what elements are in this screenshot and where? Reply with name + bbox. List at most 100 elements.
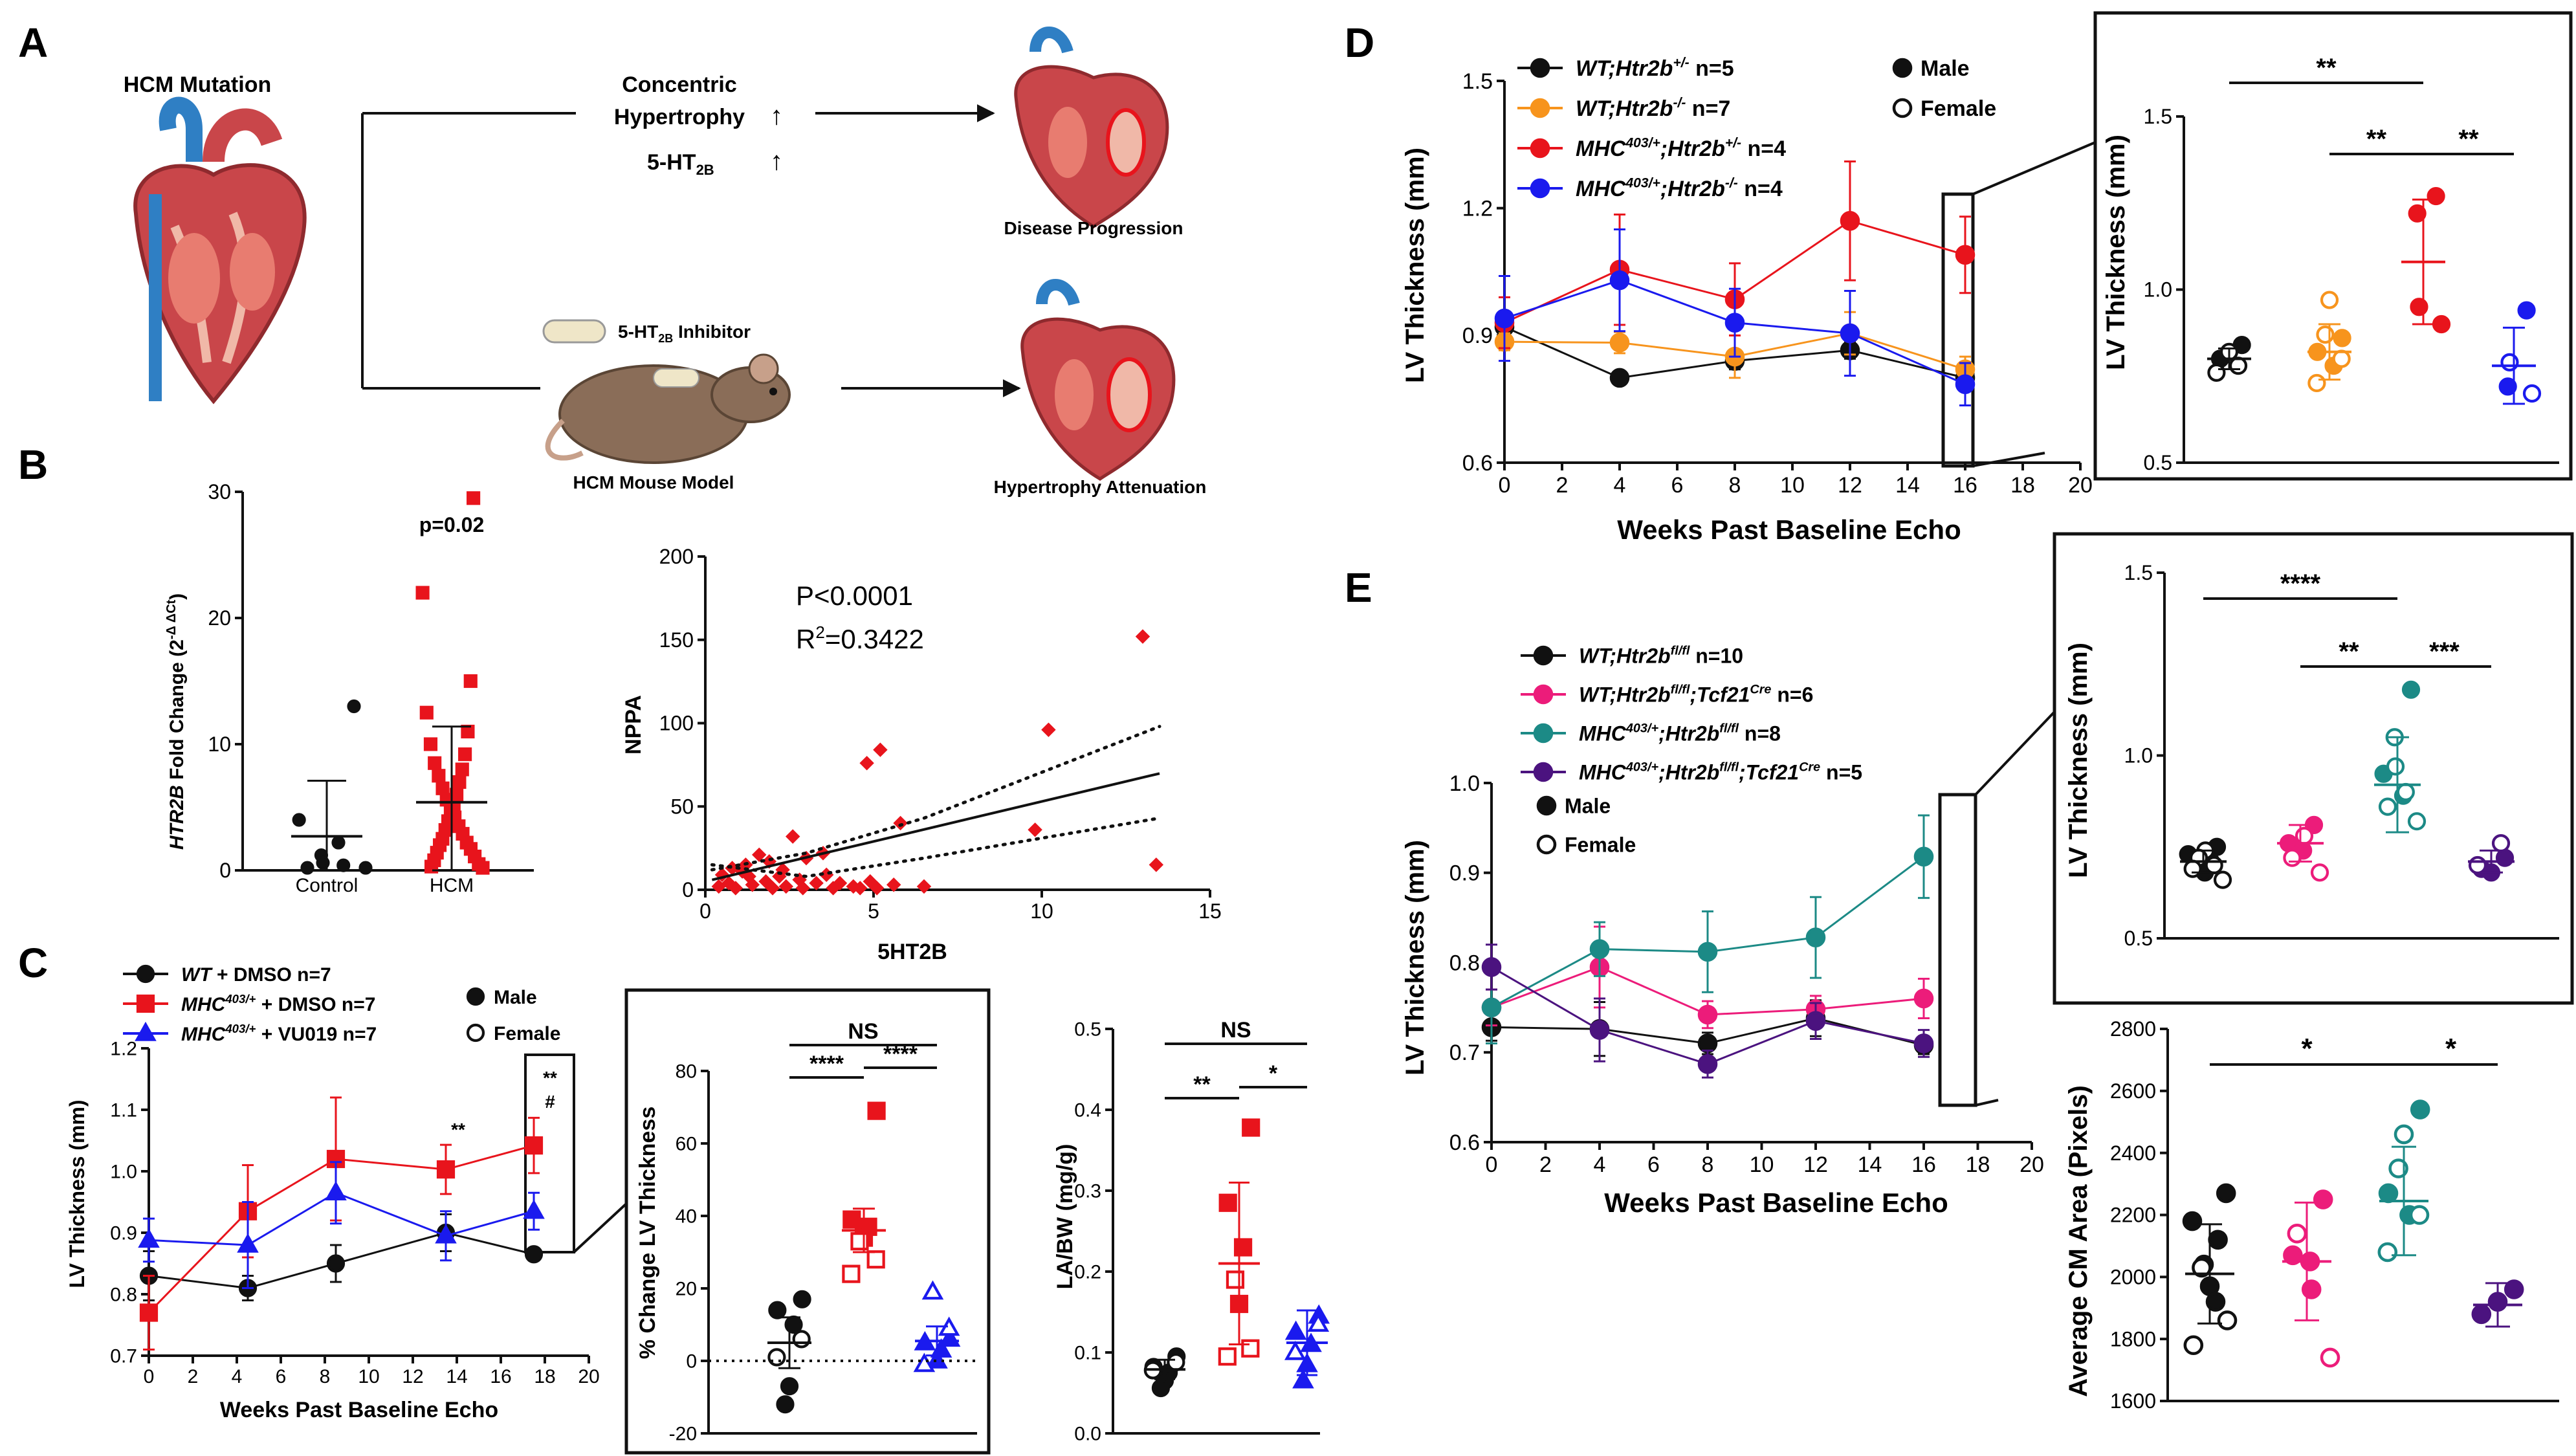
e3-sig-bracket-label: *: [2445, 1033, 2457, 1064]
d2-sig-bracket-label: **: [2458, 125, 2479, 153]
c2-frame: [624, 988, 991, 1455]
c2-point: [842, 1210, 861, 1229]
c1-point: [523, 1199, 545, 1219]
d2-point: [2316, 325, 2335, 344]
c2-sig-bracket-label: ****: [883, 1042, 918, 1066]
d1-point: [1955, 374, 1976, 394]
c2-ytick-label: 0: [686, 1351, 697, 1373]
e2-point: [2213, 870, 2232, 889]
b1-point: [467, 491, 481, 505]
c1-ytick-label: 0.9: [110, 1223, 137, 1244]
e1-xlabel: Weeks Past Baseline Echo: [1604, 1187, 1948, 1218]
c1-sig-wk17: **: [543, 1068, 557, 1088]
b2-point: [758, 874, 773, 889]
b2-ytick-label: 0: [682, 878, 694, 901]
disease-progression-label: Disease Progression: [1004, 218, 1183, 238]
b1-point: [347, 699, 361, 714]
e1-legend-male: Male: [1565, 795, 1611, 818]
c1-xlabel: Weeks Past Baseline Echo: [220, 1398, 498, 1422]
e1-point: [1481, 997, 1502, 1018]
e3-point: [2378, 1183, 2399, 1204]
attenuation-label: Hypertrophy Attenuation: [994, 477, 1207, 497]
c1-point: [237, 1233, 259, 1253]
d1-ytick-label: 1.5: [1462, 69, 1493, 94]
e1-highlight-box: [1938, 793, 1977, 1107]
b2-ci-lower: [710, 816, 1161, 878]
d2-sig-bracket-label: **: [2316, 54, 2337, 82]
concentric-label-l1: Concentric: [622, 72, 737, 97]
chart-e2-lv-zoom: LV Thickness (mm) 0.51.01.5 ****** ***: [2053, 532, 2574, 1005]
e1-legend-label: MHC403/+;Htr2bfl/fl n=8: [1579, 722, 1781, 745]
b1-point: [463, 674, 478, 689]
heart-illustration-large: [133, 96, 307, 404]
inhibitor-pill-icon: [542, 319, 606, 344]
e1-ytick-label: 0.9: [1449, 861, 1480, 886]
c1-xtick-label: 4: [232, 1366, 243, 1387]
b1-p-value: p=0.02: [419, 513, 485, 536]
b2-point: [711, 879, 727, 894]
panel-a-schematic: HCM Mutation Concentric Hypertrophy ↑ 5-…: [124, 27, 1207, 497]
b2-ylabel: NPPA: [621, 695, 646, 755]
c2-point: [767, 1348, 786, 1367]
b1-point: [476, 861, 490, 875]
b2-point: [826, 881, 841, 896]
e2-point: [2401, 680, 2421, 699]
d1-legend-label: WT;Htr2b+/- n=5: [1576, 56, 1734, 82]
chart-d1-lv-htr2b: LV Thickness (mm) Weeks Past Baseline Ec…: [1401, 56, 2096, 545]
e1-legend-label: WT;Htr2bfl/fl n=10: [1579, 644, 1743, 668]
e3-point: [2283, 1245, 2303, 1266]
d1-legend-marker: [1530, 58, 1550, 78]
b2-point: [795, 881, 811, 896]
c3-point: [1233, 1238, 1253, 1257]
d2-point: [2410, 298, 2428, 316]
c1-point: [139, 1303, 159, 1322]
d2-ytick-label: 0.5: [2144, 451, 2172, 474]
e3-point: [2313, 1189, 2333, 1209]
e1-point: [1697, 1033, 1718, 1053]
b1-ytick-label: 20: [208, 606, 231, 630]
e1-xtick-label: 18: [1966, 1153, 1990, 1177]
e1-ytick-label: 0.6: [1449, 1131, 1480, 1155]
e2-sig-bracket-label: ****: [2280, 569, 2321, 598]
b2-point: [742, 869, 756, 884]
c1-hash-wk17: #: [545, 1092, 555, 1112]
e3-ytick-label: 2800: [2110, 1017, 2156, 1041]
e2-ylabel: LV Thickness (mm): [2064, 643, 2093, 878]
d1-point: [1609, 270, 1630, 291]
e1-ytick-label: 1.0: [1449, 771, 1480, 796]
d1-point: [1955, 245, 1976, 265]
e3-point: [2320, 1347, 2340, 1368]
e1-point: [1913, 846, 1934, 867]
e1-point: [1481, 957, 1502, 977]
c1-xtick-label: 20: [578, 1366, 599, 1387]
b1-ytick-label: 0: [219, 859, 231, 882]
chart-b2-nppa: NPPA 5HT2B P<0.0001 R2=0.3422 0501001502…: [621, 545, 1222, 964]
c1-legend-male-marker: [466, 987, 485, 1006]
b2-point: [728, 881, 743, 896]
d1-ytick-label: 1.2: [1462, 197, 1493, 221]
d2-point: [2207, 363, 2226, 382]
e3-ylabel: Average CM Area (Pixels): [2064, 1085, 2093, 1397]
e3-point: [2471, 1304, 2492, 1325]
c1-xtick-label: 12: [402, 1366, 423, 1387]
e2-sig-bracket-label: ***: [2429, 637, 2460, 666]
e3-point: [2301, 1279, 2322, 1299]
b1-point: [432, 769, 446, 783]
d2-point: [2517, 301, 2536, 320]
b2-ytick-label: 150: [659, 628, 694, 652]
hcm-mutation-label: HCM Mutation: [124, 72, 272, 97]
c2-point: [921, 1280, 944, 1300]
e1-zoom-connector: [1974, 711, 2056, 1107]
c1-xtick-label: 8: [320, 1366, 331, 1387]
c1-point: [436, 1160, 456, 1179]
d1-legend-label: MHC403/+;Htr2b+/- n=4: [1576, 136, 1786, 162]
e1-point: [1805, 1011, 1826, 1031]
panel-label-b: B: [18, 441, 48, 488]
d2-point: [2427, 186, 2445, 206]
c1-series-line: [148, 1144, 534, 1314]
d1-xtick-label: 4: [1614, 473, 1626, 498]
e1-xtick-label: 0: [1486, 1153, 1498, 1177]
e3-point: [2394, 1124, 2414, 1145]
c3-point: [1307, 1312, 1330, 1332]
d2-point: [2333, 329, 2351, 347]
